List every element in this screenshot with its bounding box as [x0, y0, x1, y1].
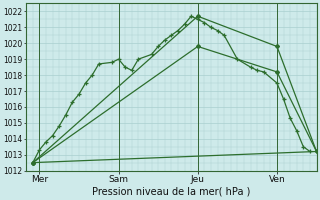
X-axis label: Pression niveau de la mer( hPa ): Pression niveau de la mer( hPa ) [92, 187, 251, 197]
